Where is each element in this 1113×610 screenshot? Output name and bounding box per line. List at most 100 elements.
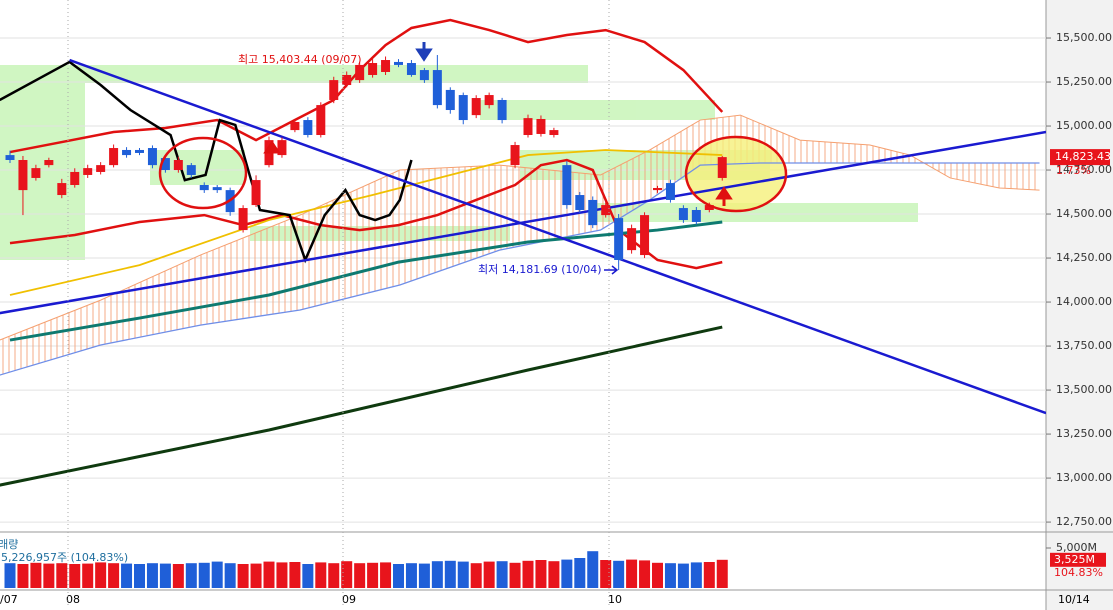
- indicator-line: [9, 220, 723, 342]
- zone: [480, 100, 715, 120]
- candle-body: [44, 160, 54, 166]
- candles: [5, 55, 727, 271]
- volume-bar: [626, 559, 638, 588]
- candle-body: [432, 70, 442, 106]
- candle-body: [704, 205, 714, 210]
- x-tick-label: 09: [342, 593, 356, 606]
- axis-panel: [1046, 0, 1113, 610]
- volume-bar: [224, 563, 236, 588]
- y-tick-label: 15,250.00: [1056, 75, 1112, 88]
- volume-bar: [237, 564, 249, 588]
- volume-bar: [639, 560, 651, 588]
- candle-body: [717, 157, 727, 178]
- indicator-line: [0, 114, 1040, 341]
- candle-body: [445, 89, 455, 111]
- y-tick-label: 13,750.00: [1056, 339, 1112, 352]
- volume-bar: [561, 559, 573, 588]
- indicator-line: [0, 130, 1046, 315]
- volume-bar: [185, 563, 197, 588]
- volume-title: 거래량: [0, 538, 18, 551]
- candle-body: [31, 168, 41, 178]
- candle-body: [147, 148, 157, 166]
- candle-body: [173, 160, 183, 171]
- volume-bar: [341, 561, 353, 588]
- candle-body: [57, 183, 67, 196]
- candle-body: [653, 187, 662, 191]
- volume-bar: [159, 563, 171, 588]
- volume-bar: [4, 563, 16, 588]
- candle-body: [406, 63, 416, 75]
- candle-body: [678, 208, 688, 221]
- y-tick-label: 15,500.00: [1056, 31, 1112, 44]
- volume-bar: [664, 563, 676, 588]
- highlight-fill: [686, 137, 786, 211]
- candle-body: [484, 95, 494, 106]
- volume-bar: [198, 562, 210, 588]
- candle-body: [471, 98, 481, 116]
- volume-bar: [574, 558, 586, 588]
- candle-body: [691, 209, 701, 222]
- candle-body: [316, 105, 326, 136]
- candle-body: [160, 158, 170, 171]
- x-tick-label: 10/14: [1058, 593, 1090, 606]
- volume-bar: [522, 560, 534, 588]
- volume-bar: [587, 551, 599, 588]
- y-tick-label: 13,000.00: [1056, 471, 1112, 484]
- volume-bar: [146, 563, 158, 588]
- candle-body: [497, 99, 507, 121]
- y-tick-label: 14,750.00: [1056, 163, 1112, 176]
- volume-bar: [263, 561, 275, 588]
- candle-body: [96, 165, 106, 172]
- volume-bar: [43, 563, 55, 588]
- candle-body: [381, 60, 391, 72]
- volume-bar: [703, 562, 715, 588]
- volume-bar: [250, 563, 262, 588]
- candle-body: [549, 130, 559, 136]
- candle-body: [562, 165, 572, 206]
- up-arrow: [715, 186, 733, 206]
- y-tick-label: 14,250.00: [1056, 251, 1112, 264]
- x-tick-label: 10: [608, 593, 622, 606]
- low-annotation: 최저 14,181.69 (10/04): [478, 263, 602, 276]
- candle-body: [627, 228, 637, 251]
- y-tick-label: 13,500.00: [1056, 383, 1112, 396]
- zone: [590, 203, 918, 222]
- candle-body: [368, 63, 378, 75]
- volume-bar: [289, 562, 301, 588]
- volume-bar: [121, 563, 133, 588]
- candle-body: [83, 168, 93, 175]
- y-tick-label: 15,000.00: [1056, 119, 1112, 132]
- indicator-line: [9, 18, 724, 154]
- volume-bar: [431, 561, 443, 588]
- candle-body: [665, 183, 675, 200]
- highlight-ellipse: [684, 135, 788, 213]
- volume-bar: [690, 562, 702, 588]
- volume-bar: [470, 563, 482, 588]
- candle-body: [5, 155, 15, 161]
- volume-bar: [328, 563, 340, 588]
- indicator-line: [69, 58, 1046, 415]
- volume-bar: [509, 562, 521, 588]
- candle-body: [601, 205, 611, 216]
- high-annotation: 최고 15,403.44 (09/07): [238, 53, 362, 66]
- volume-bar: [535, 560, 547, 588]
- candle-body: [342, 74, 352, 86]
- volume-bar: [457, 561, 469, 588]
- volume-bar: [380, 562, 392, 588]
- volume-bar: [211, 561, 223, 588]
- down-arrow: [415, 42, 433, 62]
- candle-body: [329, 80, 339, 100]
- highlight-ellipse: [158, 136, 248, 210]
- candle-body: [251, 180, 261, 206]
- volume-bar: [483, 561, 495, 588]
- volume-bar: [82, 563, 94, 588]
- candle-body: [355, 64, 365, 81]
- volume-bar: [444, 560, 456, 588]
- candle-body: [290, 121, 300, 131]
- volume-bar: [716, 559, 728, 588]
- volume-bar: [315, 562, 327, 588]
- candle-body: [70, 171, 80, 185]
- y-tick-label: 14,000.00: [1056, 295, 1112, 308]
- indicator-line: [9, 149, 723, 296]
- cloud: [0, 115, 1040, 375]
